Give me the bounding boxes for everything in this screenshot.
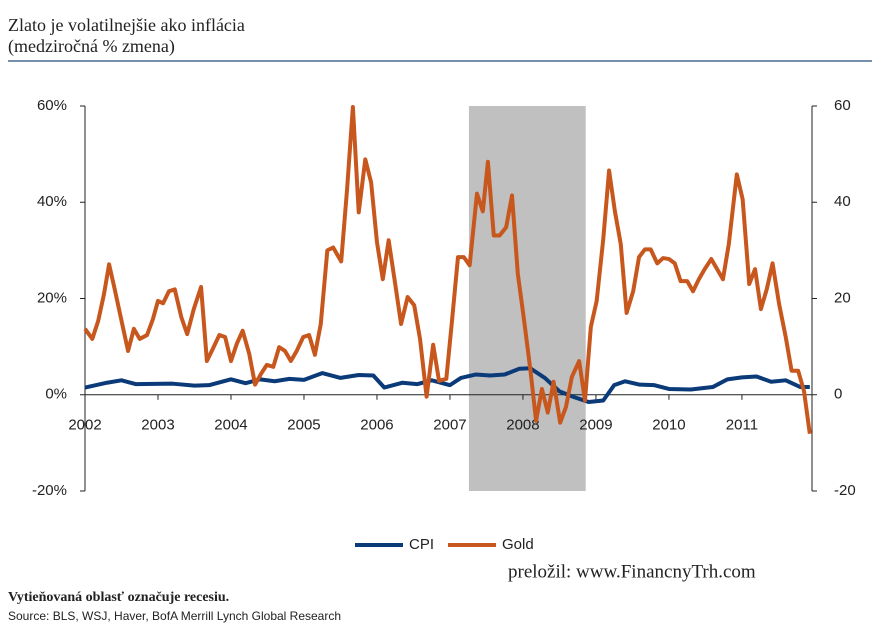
y2-tick-label: -20	[834, 482, 856, 499]
y-tick-label: 20%	[37, 289, 67, 306]
x-tick-label: 2002	[68, 417, 101, 434]
x-tick-label: 2007	[433, 417, 466, 434]
x-tick-label: 2008	[506, 417, 539, 434]
x-tick-label: 2004	[214, 417, 247, 434]
note: Vytieňovaná oblasť označuje recesiu.	[8, 590, 229, 605]
credit: preložil: www.FinancnyTrh.com	[508, 561, 756, 582]
x-tick-label: 2005	[287, 417, 320, 434]
x-tick-label: 2009	[579, 417, 612, 434]
x-tick-label: 2010	[652, 417, 685, 434]
y-tick-label: 60%	[37, 97, 67, 114]
legend-label: CPI	[409, 536, 434, 553]
x-tick-label: 2011	[726, 417, 758, 434]
x-tick-label: 2006	[360, 417, 393, 434]
x-tick-label: 2003	[141, 417, 174, 434]
y2-tick-label: 40	[834, 193, 851, 210]
series-line	[83, 104, 812, 435]
y-tick-label: 0%	[45, 386, 67, 403]
chart-title: Zlato je volatilnejšie ako inflácia	[8, 15, 245, 35]
y-tick-label: -20%	[32, 482, 67, 499]
series-line	[84, 366, 810, 404]
y2-tick-label: 20	[834, 289, 851, 306]
y2-tick-label: 0	[834, 386, 842, 403]
y-tick-label: 40%	[37, 193, 67, 210]
source: Source: BLS, WSJ, Haver, BofA Merrill Ly…	[8, 609, 341, 623]
y2-tick-label: 60	[834, 97, 851, 114]
chart-subtitle: (medziročná % zmena)	[8, 36, 175, 57]
legend-label: Gold	[502, 536, 534, 553]
